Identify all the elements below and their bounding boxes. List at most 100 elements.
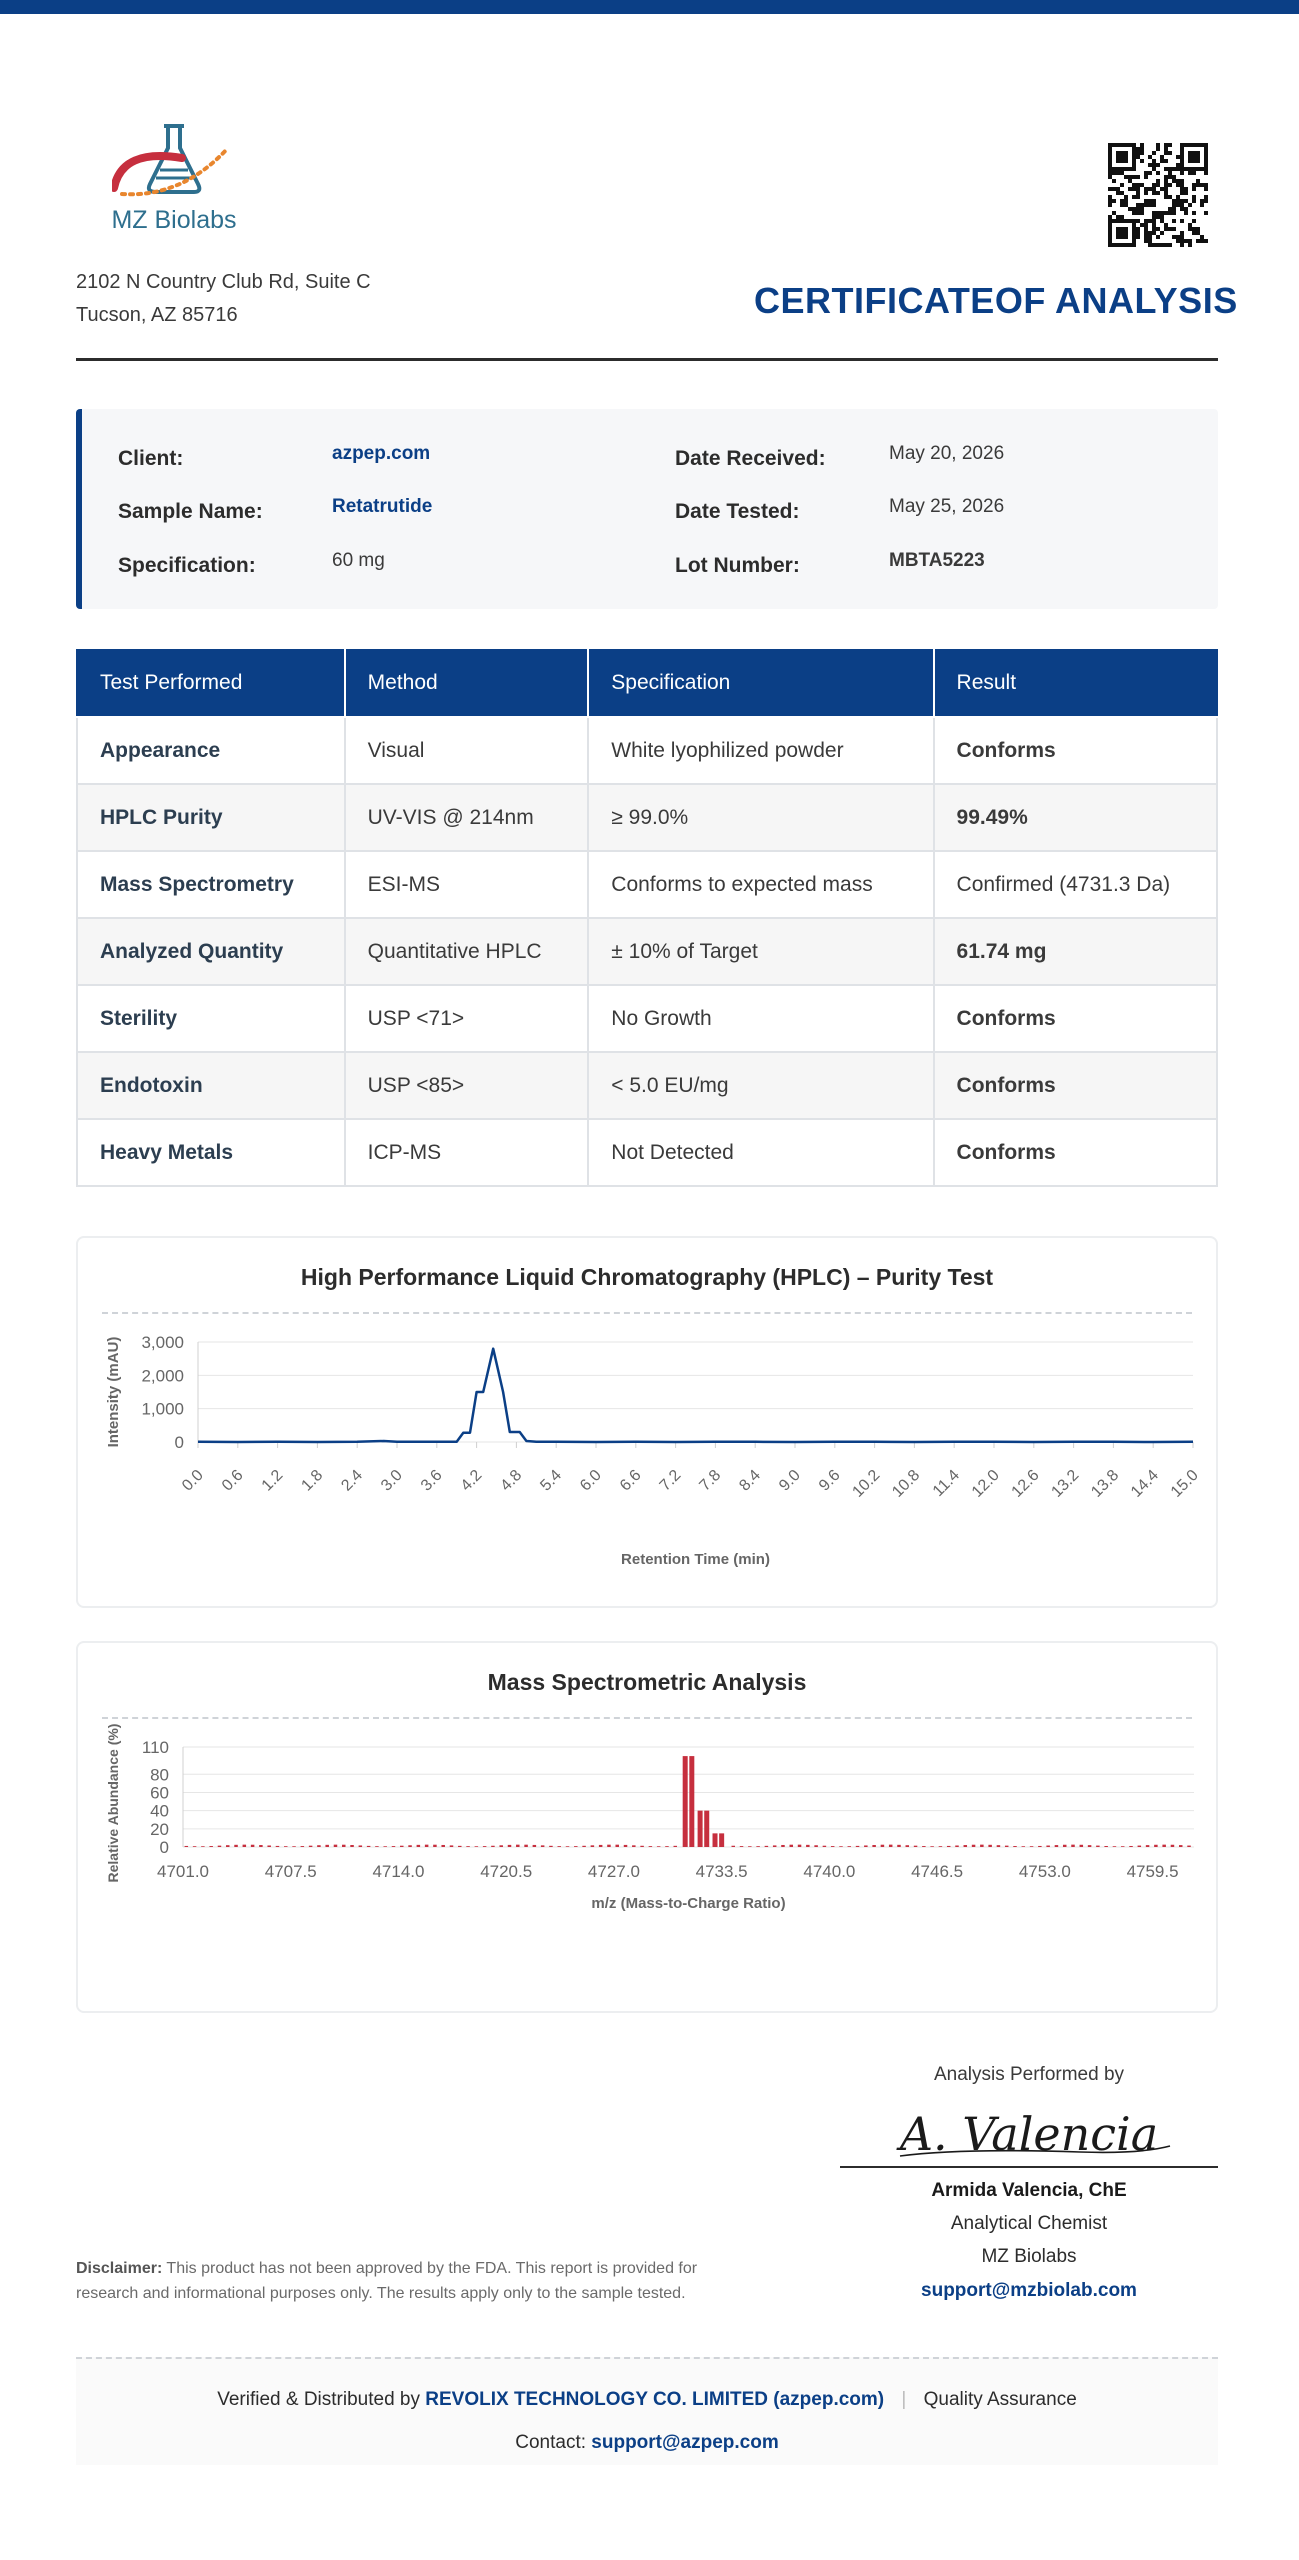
mass-spec-chart-title: Mass Spectrometric Analysis <box>487 1669 807 1695</box>
ms-y-tick-label: 110 <box>142 1738 169 1757</box>
ms-noise-bar <box>1021 1846 1026 1847</box>
flask-logo-icon <box>112 124 230 197</box>
cell-test: Mass Spectrometry <box>76 850 346 919</box>
analyst-email-link[interactable]: support@mzbiolab.com <box>921 2280 1137 2301</box>
ms-noise-bar <box>756 1846 760 1847</box>
distributor-link[interactable]: REVOLIX TECHNOLOGY CO. LIMITED (azpep.co… <box>425 2389 885 2410</box>
ms-noise-bar <box>640 1845 644 1847</box>
ms-noise-bar <box>607 1844 611 1847</box>
ms-noise-bar <box>441 1844 445 1847</box>
cell-method: UV-VIS @ 214nm <box>343 783 590 852</box>
ms-noise-bar <box>797 1844 802 1847</box>
disclaimer-text: This product has not been approved by th… <box>76 2260 698 2302</box>
hplc-x-tick-label: 9.0 <box>776 1467 804 1495</box>
client-label: Client: <box>118 447 184 470</box>
ms-noise-bar <box>1162 1844 1166 1847</box>
ms-noise-bar <box>1145 1845 1150 1847</box>
analyst-title: Analytical Chemist <box>950 2213 1108 2234</box>
hplc-x-tick-label: 6.0 <box>577 1467 605 1495</box>
cell-spec: No Growth <box>587 984 935 1053</box>
lot-number-value: MBTA5223 <box>889 550 985 571</box>
ms-noise-bar <box>1170 1844 1175 1847</box>
table-row: Endotoxin USP <85> < 5.0 EU/mg Conforms <box>76 1051 1219 1120</box>
ms-noise-bar <box>665 1846 669 1847</box>
ms-noise-bar <box>1087 1845 1092 1847</box>
hplc-chart-title: High Performance Liquid Chromatography (… <box>300 1264 994 1290</box>
ms-y-tick-label: 20 <box>150 1820 169 1839</box>
footer-contact-line: Contact: support@azpep.com <box>76 2432 1218 2454</box>
ms-noise-bar <box>192 1846 197 1847</box>
ms-noise-bar <box>1187 1845 1191 1847</box>
ms-noise-bar <box>383 1846 387 1847</box>
ms-noise-bar <box>764 1845 769 1847</box>
header-test-performed: Test Performed <box>76 649 346 718</box>
analysis-performed-by: Analysis Performed by <box>933 2064 1125 2085</box>
ms-noise-bar <box>408 1845 412 1847</box>
ms-noise-bar <box>516 1844 520 1847</box>
address-line-1: 2102 N Country Club Rd, Suite C <box>76 271 371 293</box>
ms-noise-bar <box>814 1845 818 1847</box>
contact-email-link[interactable]: support@azpep.com <box>591 2432 779 2453</box>
cell-result: Conforms <box>932 716 1219 785</box>
ms-x-tick-label: 4753.0 <box>1019 1862 1071 1881</box>
sample-info-panel: Client: azpep.com Sample Name: Retatruti… <box>76 409 1218 609</box>
ms-noise-bar <box>1137 1845 1142 1847</box>
header-specification: Specification <box>587 649 935 718</box>
address-line-2: Tucson, AZ 85716 <box>76 304 238 326</box>
ms-x-tick-label: 4720.5 <box>480 1862 532 1881</box>
ms-noise-bar <box>234 1844 238 1847</box>
date-tested-label: Date Tested: <box>675 500 800 523</box>
hplc-x-tick-label: 13.8 <box>1088 1467 1122 1501</box>
client-value[interactable]: azpep.com <box>332 443 431 464</box>
cell-method: Visual <box>343 716 590 785</box>
ms-noise-bar <box>1079 1844 1084 1847</box>
ms-peak-bar <box>719 1833 725 1847</box>
ms-noise-bar <box>1104 1846 1108 1847</box>
table-row: HPLC Purity UV-VIS @ 214nm ≥ 99.0% 99.49… <box>76 783 1219 852</box>
ms-noise-bar <box>847 1846 852 1847</box>
ms-noise-bar <box>996 1845 1001 1847</box>
ms-noise-bar <box>955 1845 959 1847</box>
table-row: Mass Spectrometry ESI-MS Conforms to exp… <box>76 850 1219 919</box>
ms-y-tick-label: 40 <box>150 1802 169 1821</box>
ms-x-tick-label: 4707.5 <box>265 1862 317 1881</box>
ms-noise-bar <box>458 1845 462 1847</box>
hplc-x-tick-label: 7.8 <box>696 1467 724 1495</box>
ms-noise-bar <box>565 1846 570 1847</box>
header-result: Result <box>932 649 1219 718</box>
date-tested-value: May 25, 2026 <box>889 496 1005 517</box>
cell-spec: ≥ 99.0% <box>587 783 935 852</box>
cell-spec: ± 10% of Target <box>587 917 935 986</box>
ms-noise-bar <box>839 1846 843 1847</box>
ms-noise-bar <box>532 1844 537 1847</box>
ms-noise-bar <box>615 1844 619 1847</box>
ms-noise-bar <box>905 1845 910 1847</box>
lot-number-label: Lot Number: <box>675 554 800 577</box>
ms-y-tick-label: 80 <box>150 1765 169 1784</box>
ms-x-tick-label: 4746.5 <box>911 1862 963 1881</box>
ms-noise-bar <box>209 1846 213 1847</box>
cell-method: USP <71> <box>343 984 590 1053</box>
ms-noise-bar <box>1029 1846 1034 1847</box>
ms-noise-bar <box>250 1844 255 1847</box>
cell-result: Conforms <box>932 1118 1219 1187</box>
ms-noise-bar <box>549 1845 553 1847</box>
table-row: Appearance Visual White lyophilized powd… <box>76 716 1219 785</box>
cell-method: USP <85> <box>343 1051 590 1120</box>
table-row: Analyzed Quantity Quantitative HPLC ± 10… <box>76 917 1219 986</box>
cell-result: Conforms <box>932 1051 1219 1120</box>
disclaimer-label: Disclaimer: <box>76 2260 163 2277</box>
ms-noise-bar <box>275 1845 280 1847</box>
signature-line <box>840 2166 1218 2168</box>
cell-method: ESI-MS <box>343 850 590 919</box>
ms-noise-bar <box>300 1846 305 1847</box>
ms-noise-bar <box>648 1846 653 1847</box>
ms-noise-bar <box>557 1846 561 1847</box>
ms-peak-bar <box>704 1810 710 1847</box>
ms-noise-bar <box>482 1846 487 1847</box>
cell-result: Conforms <box>932 984 1219 1053</box>
ms-noise-bar <box>656 1846 661 1847</box>
ms-noise-bar <box>366 1845 371 1847</box>
ms-noise-bar <box>342 1844 346 1847</box>
specification-value: 60 mg <box>332 550 385 571</box>
